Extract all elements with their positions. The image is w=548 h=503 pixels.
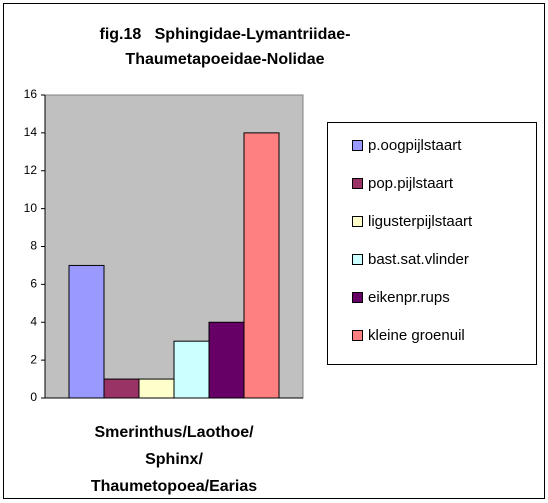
chart-title: fig.18 Sphingidae-Lymantriidae- <box>100 26 351 43</box>
y-tick-label: 0 <box>30 390 37 404</box>
bar <box>138 378 175 399</box>
legend-swatch <box>352 216 363 227</box>
bar <box>68 264 105 399</box>
legend-swatch <box>352 254 363 265</box>
y-tick-label: 14 <box>24 125 38 139</box>
bar <box>208 321 245 399</box>
bar <box>173 340 210 399</box>
y-tick-label: 6 <box>30 277 37 291</box>
chart-title: Thaumetapoeidae-Nolidae <box>125 51 324 68</box>
y-tick-label: 4 <box>30 314 37 328</box>
legend-swatch <box>352 330 363 341</box>
legend-swatch <box>352 140 363 151</box>
x-tick-label: Smerinthus/Laothoe/Sphinx/Thaumetopoea/E… <box>91 424 257 495</box>
y-tick-label: 10 <box>24 201 38 215</box>
y-tick-label: 2 <box>30 352 37 366</box>
legend-label: pop.pijlstaart <box>368 175 454 192</box>
legend-label: eikenpr.rups <box>368 289 450 306</box>
bar <box>243 132 280 399</box>
legend <box>327 122 537 365</box>
legend-label: p.oogpijlstaart <box>368 137 462 154</box>
legend-swatch <box>352 292 363 303</box>
y-tick-label: 16 <box>24 87 38 101</box>
bar <box>103 378 140 399</box>
legend-label: kleine groenuil <box>368 327 465 344</box>
legend-label: ligusterpijlstaart <box>368 213 473 230</box>
y-tick-label: 12 <box>24 163 38 177</box>
legend-label: bast.sat.vlinder <box>368 251 469 268</box>
legend-swatch <box>352 178 363 189</box>
y-tick-label: 8 <box>30 239 37 253</box>
